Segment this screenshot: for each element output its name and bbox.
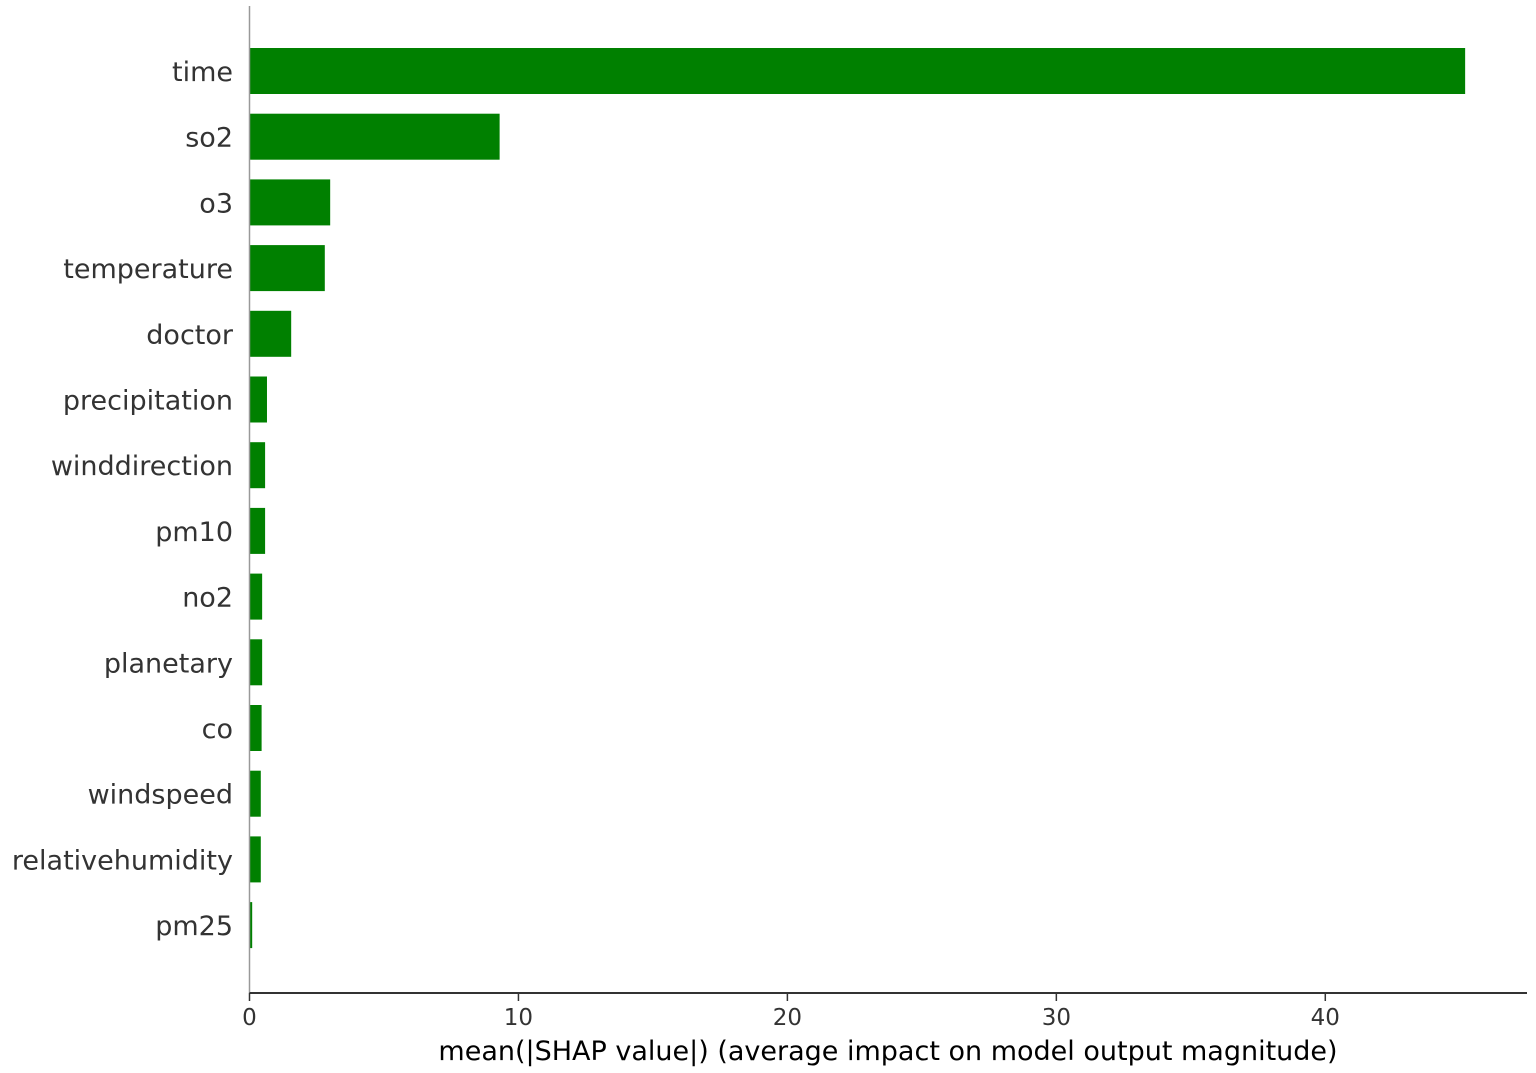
bar-pm10 [249, 507, 266, 554]
category-label-time: time [172, 57, 233, 88]
bar-doctor [249, 310, 292, 357]
x-tick-label-40: 40 [1311, 1005, 1340, 1031]
x-tick-label-30: 30 [1042, 1005, 1071, 1031]
bar-planetary [249, 639, 263, 686]
bar-so2 [249, 113, 500, 160]
axes [248, 6, 1527, 994]
bar-no2 [249, 573, 263, 620]
category-label-o3: o3 [199, 188, 233, 219]
category-label-pm25: pm25 [155, 911, 233, 942]
category-label-relativehumidity: relativehumidity [12, 845, 233, 876]
bar-relativehumidity [249, 836, 261, 883]
bar-winddirection [249, 442, 266, 489]
x-ticks: 0 10 20 30 40 [242, 993, 1340, 1031]
category-label-doctor: doctor [146, 320, 234, 351]
bar-time [249, 48, 1466, 94]
x-tick-label-20: 20 [773, 1005, 802, 1031]
bars-layer [249, 48, 1466, 949]
x-tick-label-10: 10 [504, 1005, 533, 1031]
category-label-winddirection: winddirection [51, 451, 233, 482]
x-axis-title: mean(|SHAP value|) (average impact on mo… [438, 1036, 1337, 1067]
category-label-so2: so2 [185, 123, 233, 154]
category-label-temperature: temperature [63, 254, 233, 285]
category-label-no2: no2 [182, 583, 233, 614]
bar-precipitation [249, 376, 267, 423]
category-labels: time so2 o3 temperature doctor precipitation w… [12, 57, 234, 942]
category-label-precipitation: precipitation [63, 386, 233, 417]
bar-pm25 [249, 902, 253, 949]
x-tick-label-0: 0 [242, 1005, 257, 1031]
bar-temperature [249, 245, 325, 292]
category-label-windspeed: windspeed [88, 780, 233, 811]
bar-co [249, 705, 262, 751]
category-label-co: co [202, 714, 233, 745]
bar-o3 [249, 179, 331, 226]
category-label-pm10: pm10 [155, 517, 233, 548]
category-label-planetary: planetary [104, 648, 233, 679]
bar-windspeed [249, 770, 261, 817]
